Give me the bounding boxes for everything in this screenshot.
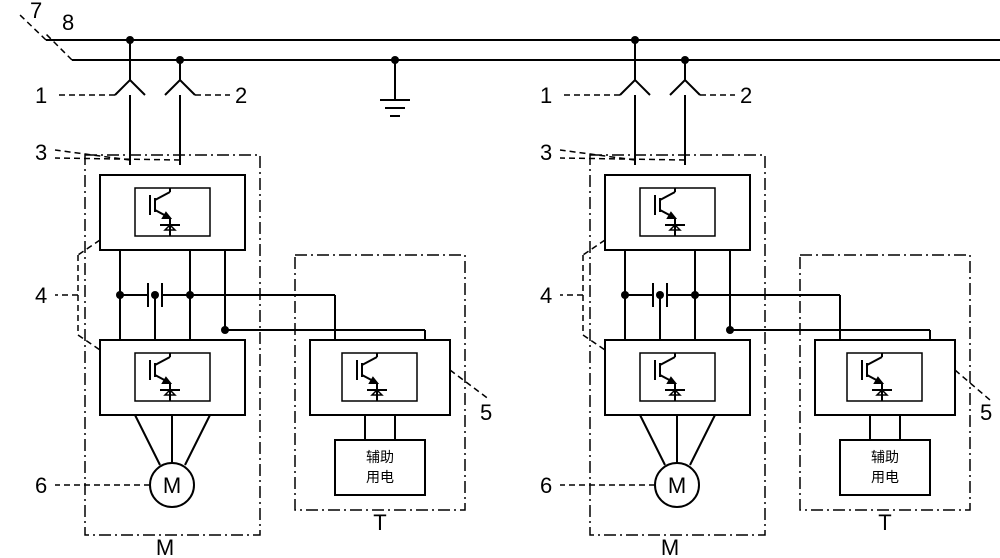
label-1a: 1 (35, 83, 47, 108)
upper-conv-a (100, 175, 245, 250)
motor-label-a: M (163, 473, 181, 498)
label-4a: 4 (35, 283, 47, 308)
label-4b: 4 (540, 283, 552, 308)
unit-b: 1 2 M T 3 (540, 36, 992, 558)
m-label-b: M (661, 535, 679, 558)
leader-8 (46, 34, 72, 60)
motor-label-b: M (668, 473, 686, 498)
unit-a: 1 2 M T 3 (35, 36, 492, 558)
m-label-a: M (156, 535, 174, 558)
label-2b: 2 (740, 83, 752, 108)
t-label-a: T (373, 510, 386, 535)
lower-conv-b (605, 340, 750, 415)
aux-conv-b (815, 340, 955, 415)
ground-symbol (380, 56, 410, 116)
label-5b: 5 (980, 400, 992, 425)
aux-conv-a (310, 340, 450, 415)
aux-text1-b: 辅助 (871, 449, 899, 465)
aux-text2-a: 用电 (366, 469, 394, 485)
label-6b: 6 (540, 473, 552, 498)
label-3b: 3 (540, 140, 552, 165)
label-1b: 1 (540, 83, 552, 108)
label-3a: 3 (35, 140, 47, 165)
lower-conv-a (100, 340, 245, 415)
upper-conv-b (605, 175, 750, 250)
aux-text1-a: 辅助 (366, 449, 394, 465)
aux-text2-b: 用电 (871, 469, 899, 485)
label-5a: 5 (480, 400, 492, 425)
t-label-b: T (878, 510, 891, 535)
label-8: 8 (62, 10, 74, 35)
label-7: 7 (30, 0, 42, 23)
label-2a: 2 (235, 83, 247, 108)
label-6a: 6 (35, 473, 47, 498)
